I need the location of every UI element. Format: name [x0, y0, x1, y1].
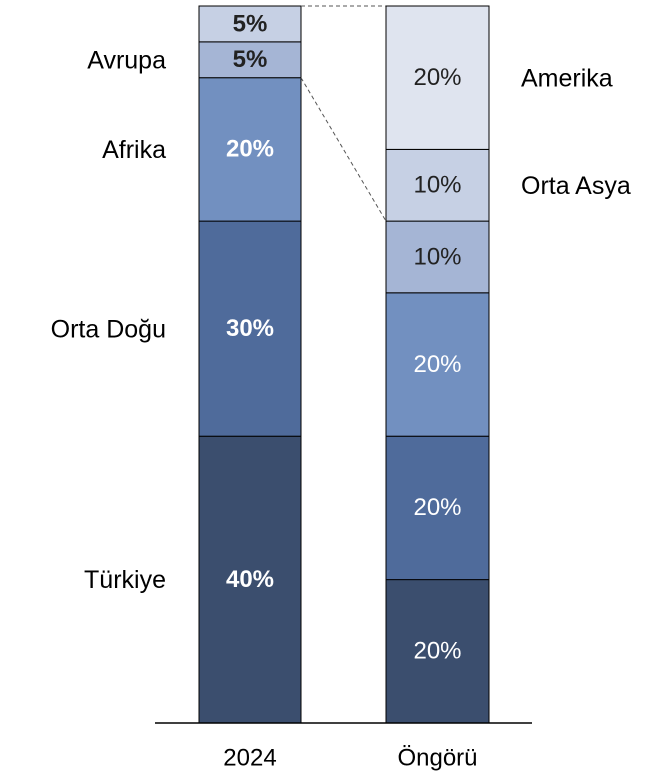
x-tick-label: Öngörü — [397, 744, 477, 771]
bar-segment — [198, 220, 302, 437]
connector — [300, 77, 387, 222]
value-label: 20% — [226, 136, 274, 163]
value-label: 5% — [233, 10, 268, 37]
bar-segment — [385, 5, 490, 150]
bar-segment — [385, 435, 490, 581]
bar-segment — [385, 220, 490, 294]
series-label: Amerika — [521, 64, 613, 92]
value-label: 10% — [413, 243, 461, 270]
value-label: 20% — [413, 351, 461, 378]
bar-segment — [198, 435, 302, 724]
series-label: Afrika — [102, 136, 166, 164]
series-label: Orta Asya — [521, 172, 631, 200]
bar-segment — [385, 292, 490, 437]
value-label: 20% — [413, 494, 461, 521]
x-tick-label: 2024 — [223, 744, 276, 771]
series-label: Avrupa — [87, 46, 166, 74]
value-label: 30% — [226, 315, 274, 342]
bar-segment — [198, 5, 302, 43]
bar-segment — [385, 579, 490, 724]
value-label: 20% — [413, 64, 461, 91]
bar-segment — [198, 41, 302, 79]
value-label: 10% — [413, 172, 461, 199]
value-label: 40% — [226, 566, 274, 593]
series-label: Orta Doğu — [51, 315, 166, 343]
value-label: 20% — [413, 638, 461, 665]
series-label: Türkiye — [84, 566, 166, 594]
value-label: 5% — [233, 46, 268, 73]
bar-segment — [385, 148, 490, 222]
